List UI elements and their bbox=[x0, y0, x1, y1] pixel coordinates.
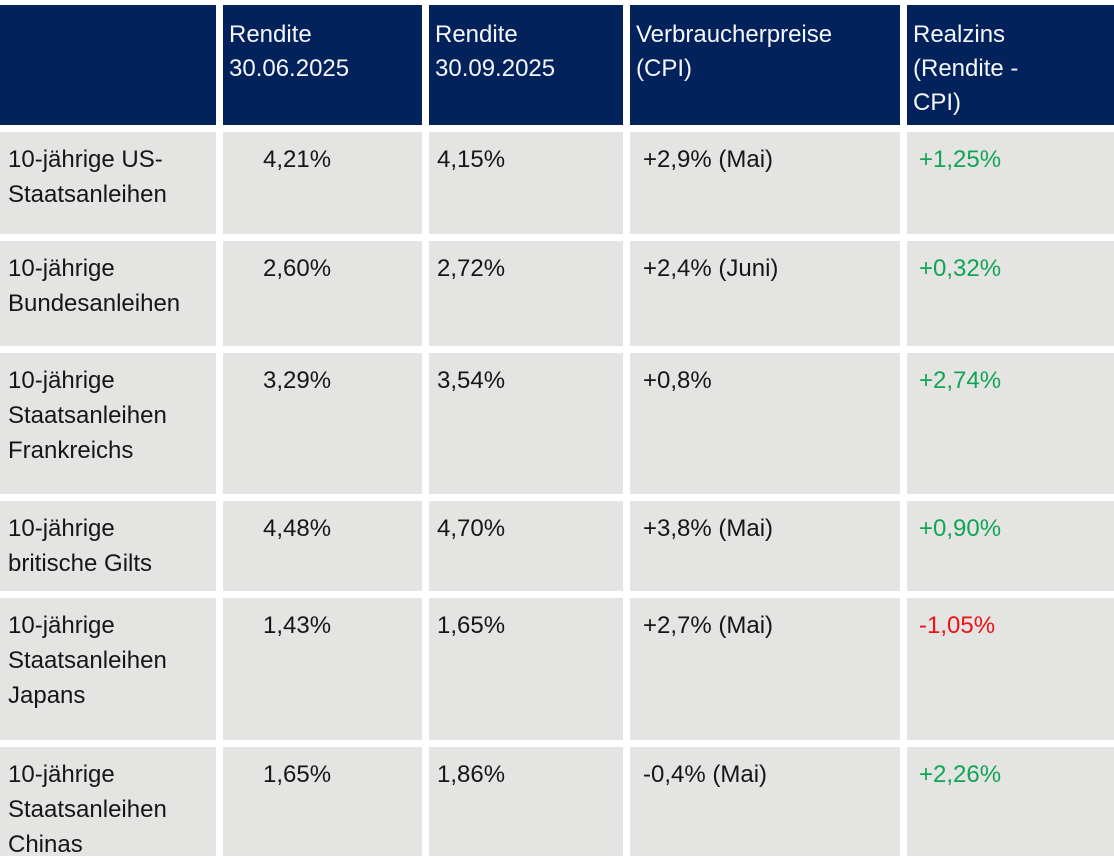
rendite-30-06-value: 4,48% bbox=[223, 501, 422, 591]
rendite-30-09-value: 2,72% bbox=[429, 241, 623, 346]
rendite-30-06-value: 1,43% bbox=[223, 598, 422, 740]
cpi-value: +0,8% bbox=[630, 353, 900, 494]
rendite-30-06-value: 4,21% bbox=[223, 132, 422, 234]
row-label: 10-jährige Staatsanleihen Frankreichs bbox=[0, 353, 216, 494]
rendite-30-09-value: 4,15% bbox=[429, 132, 623, 234]
cpi-value: +2,9% (Mai) bbox=[630, 132, 900, 234]
cpi-value: -0,4% (Mai) bbox=[630, 747, 900, 856]
header-cell-rendite-30-06-2025: Rendite 30.06.2025 bbox=[223, 5, 422, 125]
header-cell-realzins: Realzins (Rendite - CPI) bbox=[907, 5, 1114, 125]
rendite-30-09-value: 1,86% bbox=[429, 747, 623, 856]
row-label: 10-jährige Staatsanleihen Japans bbox=[0, 598, 216, 740]
realzins-value: +0,32% bbox=[907, 241, 1114, 346]
row-label: 10-jährige US- Staatsanleihen bbox=[0, 132, 216, 234]
cpi-value: +2,7% (Mai) bbox=[630, 598, 900, 740]
rendite-30-06-value: 1,65% bbox=[223, 747, 422, 856]
rendite-30-09-value: 1,65% bbox=[429, 598, 623, 740]
realzins-value: +2,74% bbox=[907, 353, 1114, 494]
row-label: 10-jährige Bundesanleihen bbox=[0, 241, 216, 346]
rendite-30-09-value: 3,54% bbox=[429, 353, 623, 494]
realzins-value: -1,05% bbox=[907, 598, 1114, 740]
header-cell-rendite-30-09-2025: Rendite 30.09.2025 bbox=[429, 5, 623, 125]
header-cell-empty bbox=[0, 5, 216, 125]
cpi-value: +2,4% (Juni) bbox=[630, 241, 900, 346]
row-label: 10-jährige Staatsanleihen Chinas bbox=[0, 747, 216, 856]
header-cell-verbraucherpreise-cpi: Verbraucherpreise (CPI) bbox=[630, 5, 900, 125]
rendite-30-09-value: 4,70% bbox=[429, 501, 623, 591]
realzins-value: +1,25% bbox=[907, 132, 1114, 234]
realzins-value: +0,90% bbox=[907, 501, 1114, 591]
row-label: 10-jährige britische Gilts bbox=[0, 501, 216, 591]
realzins-value: +2,26% bbox=[907, 747, 1114, 856]
rendite-30-06-value: 3,29% bbox=[223, 353, 422, 494]
cpi-value: +3,8% (Mai) bbox=[630, 501, 900, 591]
rendite-30-06-value: 2,60% bbox=[223, 241, 422, 346]
